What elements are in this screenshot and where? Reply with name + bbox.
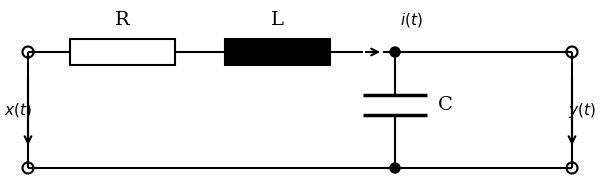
Text: $i(t)$: $i(t)$ [400,11,423,29]
Bar [70,39,175,65]
Text: R: R [115,11,130,29]
Text: C: C [438,96,453,114]
Text: $y(t)$: $y(t)$ [568,100,596,119]
Text: L: L [271,11,284,29]
Text: $x(t)$: $x(t)$ [4,101,32,119]
Circle shape [390,47,400,57]
Bar [225,39,330,65]
Circle shape [390,163,400,173]
